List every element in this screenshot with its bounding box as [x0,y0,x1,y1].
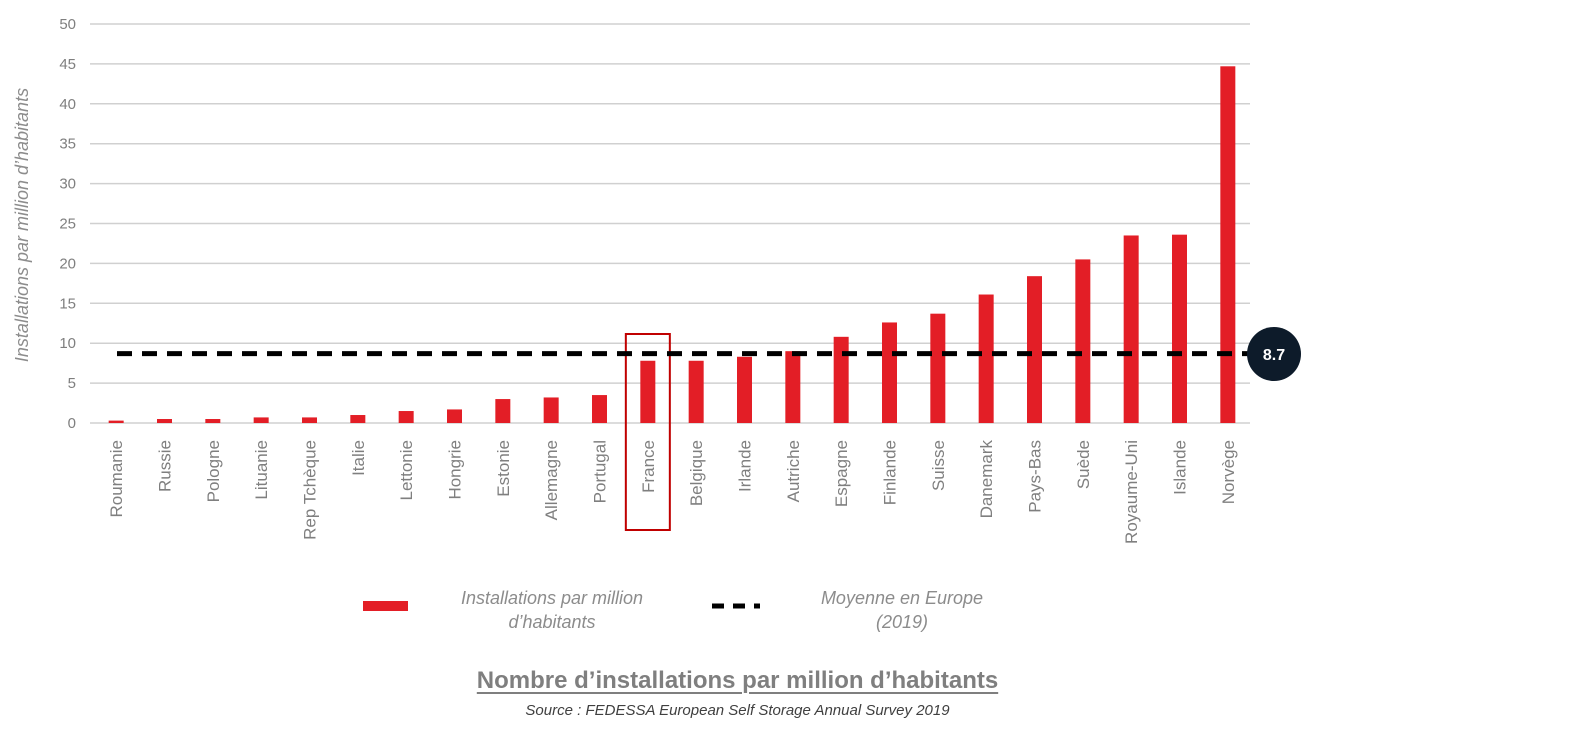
bar [108,420,124,423]
y-tick-label: 15 [59,295,76,312]
y-tick-label: 20 [59,255,76,272]
x-tick-label: Norvège [1219,440,1238,504]
y-tick-label: 40 [59,96,76,113]
x-tick-label: Russie [156,440,175,492]
bar [157,419,172,423]
legend-line-label: Moyenne en Europe [821,588,983,608]
y-axis-ticks: 0 5 10 15 20 25 30 35 40 45 50 [59,16,76,432]
y-tick-label: 30 [59,176,76,193]
bar [1172,234,1187,423]
bar [398,411,414,423]
average-line-group: 8.7 [117,327,1301,381]
chart-source: Source : FEDESSA European Self Storage A… [525,702,950,719]
bar [882,322,897,423]
y-tick-label: 25 [59,216,76,233]
legend-line-label: (2019) [876,612,928,632]
legend-bar-label: Installations par million [461,588,643,608]
bar [302,417,317,423]
bar [495,399,511,423]
x-tick-label: Roumanie [107,440,126,518]
gridlines [90,23,1250,424]
bar [833,336,849,423]
x-tick-label: Finlande [881,440,900,505]
x-tick-label: Suisse [929,440,948,491]
bar [543,397,559,423]
bar [350,415,366,423]
x-tick-label: Islande [1171,440,1190,495]
x-tick-label: Irlande [736,440,755,492]
y-tick-label: 0 [68,415,76,432]
bar [1123,235,1139,423]
x-tick-label: Lettonie [397,440,416,501]
x-tick-label: Pologne [204,440,223,502]
bar [592,395,607,423]
x-tick-label: Estonie [494,440,513,497]
x-tick-label: Suède [1074,440,1093,489]
legend: Installations par million d’habitants Moye… [363,588,983,632]
legend-bar-swatch [363,601,408,611]
chart-title: Nombre d’installations par million d’hab… [476,667,999,694]
y-axis-label: Installations par million d’habitants [12,88,32,362]
y-tick-label: 5 [68,375,76,392]
bar [447,409,462,423]
x-tick-label: Danemark [977,440,996,519]
x-tick-label: Hongrie [446,440,465,500]
x-tick-label: Belgique [687,440,706,506]
bars [108,66,1236,423]
bar [688,360,704,423]
bar [785,351,801,423]
y-tick-label: 45 [59,56,76,73]
x-tick-label: Espagne [832,440,851,507]
x-axis-ticks: Roumanie Russie Pologne Lituanie Rep Tchèque… [107,333,1238,544]
bar [1220,66,1236,423]
bar [1075,259,1091,423]
x-tick-label: Italie [349,440,368,476]
bar [978,294,994,423]
highlight-box [624,333,671,531]
y-tick-label: 50 [59,16,76,33]
x-tick-label: Portugal [591,440,610,503]
bar [253,417,269,423]
x-tick-label: Autriche [784,440,803,502]
bar [930,313,946,423]
bar [737,356,752,423]
average-value-label: 8.7 [1263,347,1285,364]
x-tick-label: France [639,440,658,493]
y-tick-label: 10 [59,335,76,352]
x-tick-label: Allemagne [542,440,561,520]
legend-bar-label: d’habitants [508,612,595,632]
x-tick-label: Royaume-Uni [1122,440,1141,544]
x-tick-label: Pays-Bas [1026,440,1045,513]
y-tick-label: 35 [59,136,76,153]
bar [1027,276,1042,423]
x-tick-label: Rep Tchèque [301,440,320,540]
bar [640,360,656,423]
average-badge [1247,327,1301,381]
x-tick-label: Lituanie [252,440,271,500]
bar [205,419,221,423]
